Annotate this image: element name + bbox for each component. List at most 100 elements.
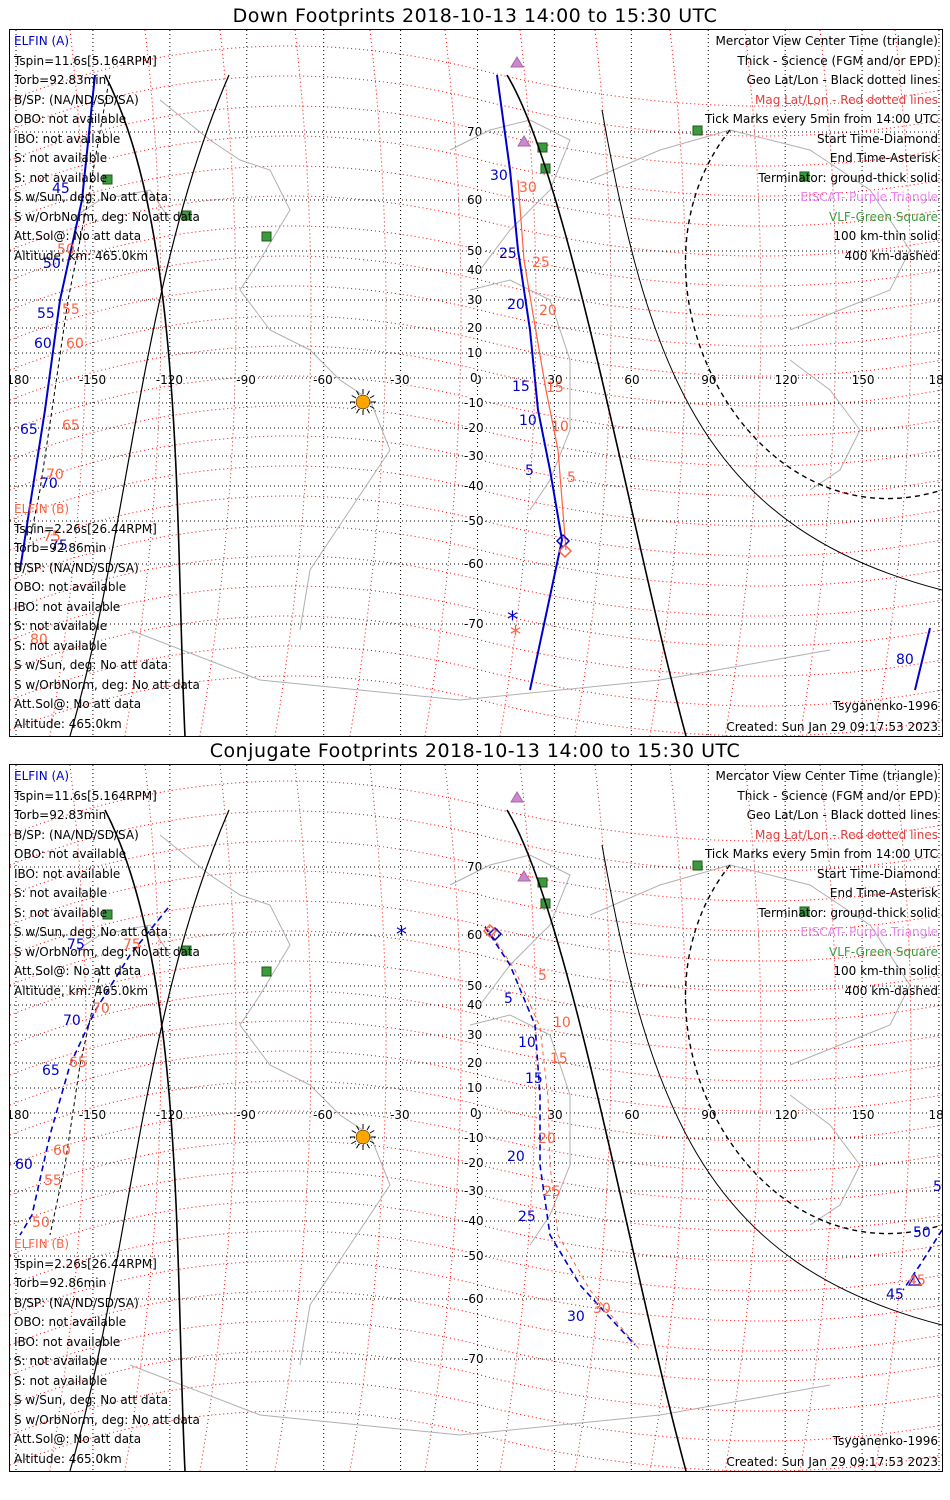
info-line: Torb=92.83min <box>14 73 107 87</box>
time-label-a: 20 <box>507 297 525 313</box>
end-asterisk-b: * <box>510 623 521 648</box>
mag-lon-line <box>649 765 687 1471</box>
mag-lon-line <box>124 30 162 736</box>
terminator-line <box>104 809 186 1471</box>
elfin-a-track-east <box>902 1229 942 1291</box>
time-label-b: 55 <box>62 302 80 318</box>
terminator-400km <box>684 129 942 500</box>
elfin-a-track-west <box>19 907 169 1236</box>
terminator-400km <box>684 864 942 1235</box>
info-line: S: not available <box>14 1354 108 1368</box>
mag-lon-line <box>124 765 162 1471</box>
lon-tick-label: 150 <box>852 1108 875 1122</box>
time-label-b: 50 <box>57 242 75 258</box>
lat-tick-label: -30 <box>464 1184 484 1198</box>
mag-grid <box>10 765 942 1471</box>
end-asterisk-a: * <box>396 923 407 948</box>
info-line: S w/Sun, deg: No att data <box>14 190 168 204</box>
coastline <box>789 1094 861 1226</box>
eiscat-triangle <box>510 791 524 803</box>
info-line: B/SP: (NA/ND/SD/SA) <box>14 92 139 107</box>
elfin-b-name: ELFIN (B) <box>14 1237 70 1251</box>
model-label: Tsyganenko-1996 <box>832 1434 938 1448</box>
time-label-a: 65 <box>20 422 38 438</box>
time-label-b: 65 <box>69 1055 87 1071</box>
lon-tick-label: -150 <box>79 373 106 387</box>
legend-item: Mercator View Center Time (triangle) <box>715 34 938 48</box>
sun-icon <box>355 1129 371 1145</box>
lon-tick-label: 0 <box>474 373 482 387</box>
time-label-b: 70 <box>46 467 64 483</box>
map-canvas: -180-150-120-90-60-300306090120150180706… <box>10 30 942 736</box>
mag-lon-line <box>799 765 837 1471</box>
eiscat-triangle <box>517 870 531 882</box>
sun-ray <box>366 408 370 414</box>
mag-lon-line <box>274 765 312 1471</box>
sun-ray <box>356 390 360 396</box>
legend-item: Thick - Science (FGM and/or EPD) <box>737 53 938 68</box>
lon-tick-label: 90 <box>701 373 716 387</box>
coastline <box>129 629 831 701</box>
legend-item: Terminator: ground-thick solid <box>758 905 938 920</box>
lon-tick-label: -60 <box>313 373 333 387</box>
sun-ray <box>356 408 360 414</box>
info-line: S: not available <box>14 151 108 165</box>
map-legend: Mercator View Center Time (triangle) Thi… <box>705 32 938 266</box>
lat-tick-label: -50 <box>464 1249 484 1263</box>
time-label-a: 70 <box>63 1013 81 1029</box>
terminator-line <box>69 74 230 736</box>
conjugate-footprints-map: -180-150-120-90-60-300306090120150180706… <box>9 764 943 1472</box>
lat-tick-label: 50 <box>467 979 482 993</box>
legend-item: Geo Lat/Lon - Black dotted lines <box>746 73 938 87</box>
vlf-square <box>181 945 192 956</box>
info-line: Tspin=11.6s[5.164RPM] <box>14 788 157 803</box>
legend-item: Start Time-Diamond <box>816 866 938 881</box>
legend-item: Tick Marks every 5min from 14:00 UTC <box>704 847 938 861</box>
panel-title-down: Down Footprints 2018-10-13 14:00 to 15:3… <box>232 5 718 27</box>
info-line: IBO: not available <box>14 866 121 881</box>
legend-item: Geo Lat/Lon - Black dotted lines <box>746 808 938 822</box>
time-label-a: 60 <box>15 1157 33 1173</box>
created-label: Created: Sun Jan 29 09:17:53 2023 <box>726 720 938 734</box>
sun-ray <box>369 1140 375 1144</box>
lat-tick-label: -40 <box>464 1214 484 1228</box>
legend-item: Start Time-Diamond <box>816 131 938 146</box>
time-label-b: 65 <box>62 418 80 434</box>
coastline <box>159 834 311 1086</box>
map-canvas: -180-150-120-90-60-300306090120150180706… <box>10 765 942 1471</box>
sun-ray <box>369 405 375 409</box>
coastline <box>449 119 571 271</box>
time-label-b: 70 <box>92 1001 110 1017</box>
time-label-b: 15 <box>546 380 564 396</box>
mag-lon-line <box>649 30 687 736</box>
info-line: OBO: not available <box>14 1315 127 1329</box>
info-line: S: not available <box>14 619 108 633</box>
mag-lon-line <box>724 30 762 736</box>
lon-tick-label: 180 <box>929 1108 943 1122</box>
mag-lon-line <box>724 765 762 1471</box>
time-label-b: 45 <box>908 1273 926 1289</box>
sun-ray <box>351 395 357 399</box>
legend-item: 400 km-dashed <box>844 983 938 998</box>
lon-tick-label: 120 <box>775 1108 798 1122</box>
time-label-a: 45 <box>52 181 70 197</box>
lon-tick-label: 60 <box>624 1108 639 1122</box>
panel-title-conjugate: Conjugate Footprints 2018-10-13 14:00 to… <box>209 740 741 762</box>
lat-tick-label: 70 <box>467 125 482 139</box>
mag-lon-line <box>349 765 387 1471</box>
lat-tick-label: 50 <box>467 244 482 258</box>
info-line: Tspin=11.6s[5.164RPM] <box>14 53 157 68</box>
info-line: Att.Sol@: No att data <box>14 697 142 711</box>
lat-tick-label: 60 <box>467 193 482 207</box>
info-line: S w/OrbNorm, deg: No att data <box>14 944 200 959</box>
vlf-square <box>692 860 703 871</box>
terminator-line <box>506 809 687 1471</box>
sun-ray <box>351 405 357 409</box>
elfin-b-track <box>487 928 641 1351</box>
time-label-b: 10 <box>551 419 569 435</box>
lon-tick-label: -150 <box>79 1108 106 1122</box>
lon-tick-label: 30 <box>547 1108 562 1122</box>
start-diamond-a <box>487 926 503 942</box>
lon-tick-label: 150 <box>852 373 875 387</box>
info-line: OBO: not available <box>14 580 127 594</box>
